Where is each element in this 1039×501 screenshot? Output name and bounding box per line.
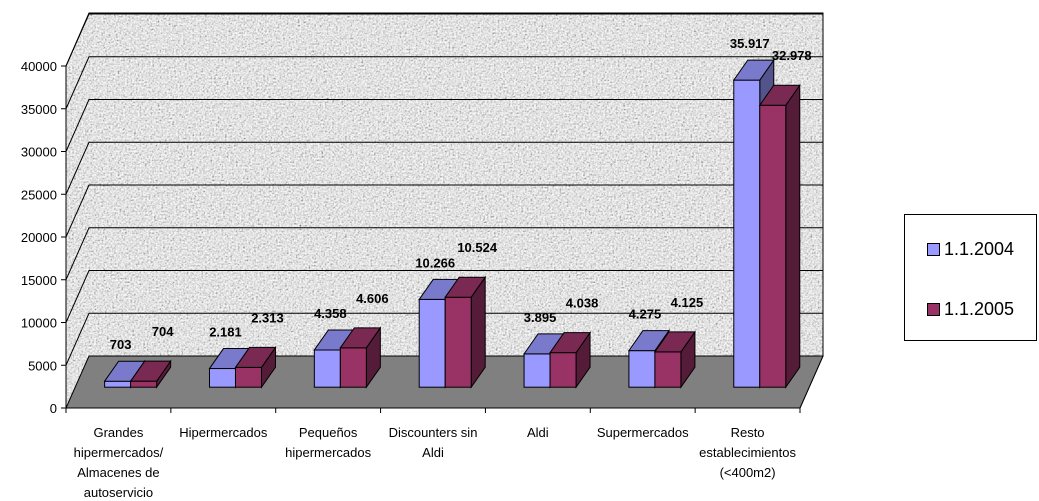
category-label-5: Aldi [527,425,549,440]
category-label-7: Resto establecimientos (<400m2) [699,425,796,480]
bar-front [759,104,787,388]
bar-2-5 [549,331,592,389]
legend-swatch-series-1 [927,242,940,256]
legend-label-series-2: 1.1.2005 [944,298,1015,319]
category-label-line: Resto [731,425,765,440]
data-label-2-2: 2.313 [251,310,284,325]
data-label-2-7: 32.978 [772,48,812,63]
bar-top [339,327,382,349]
bar-front [733,79,761,388]
category-label-4: Discounters sin Aldi [389,425,478,460]
category-label-line: Supermercados [597,425,689,440]
category-label-1: Grandes hipermercados/Almacenes de autoser… [74,425,164,500]
y-tick-label: 5000 [28,358,57,373]
bar-top [129,360,172,382]
bar-front [444,296,472,388]
bar-front [208,368,236,388]
legend-swatch-series-2 [927,302,940,316]
y-tick-labels: 0 5000 10000 15000 20000 25000 30000 35000 40000 [21,59,57,416]
bar-front [654,351,682,388]
data-label-2-4: 10.524 [457,240,498,255]
bar-front [130,380,158,388]
bar-2-7 [758,83,801,389]
gridlines [65,13,823,366]
gridline [65,141,823,195]
gridline [65,184,823,238]
category-label-line: hipermercados [285,445,371,460]
y-tick-label: 30000 [21,145,57,160]
bar-2-6 [653,330,696,389]
bar-front [234,366,262,388]
bar-top [234,346,277,368]
bar-2-1 [129,359,172,389]
bar-2-4 [444,275,487,389]
bar-front [523,353,551,388]
bar-top [653,331,696,353]
data-label-2-1: 704 [152,324,174,339]
bar-front [418,298,446,388]
bar-top [732,59,775,81]
bar-front [549,352,577,388]
data-label-2-6: 4.125 [671,295,704,310]
bar-front [339,347,367,388]
bar-top [549,332,592,354]
data-label-1-1: 703 [110,337,132,352]
category-label-3: Pequeños hipermercados [285,425,371,460]
category-label-line: Aldi [527,425,549,440]
category-label-line: autoservicio [84,485,153,500]
legend-item-series-1: 1.1.2004 [927,239,1014,259]
category-label-line: (<400m2) [720,465,776,480]
category-label-line: Grandes [93,425,143,440]
y-tick-label: 25000 [21,187,57,202]
bar-top [758,84,801,106]
gridline [65,227,823,280]
data-label-1-3: 4.358 [314,306,347,321]
data-label-1-2: 2.181 [209,325,242,340]
legend: 1.1.2004 1.1.2005 [904,214,1037,341]
bar-2-2 [234,345,277,389]
y-tick-label: 35000 [21,102,57,117]
category-label-line: Pequeños [299,425,358,440]
category-label-line: Hipermercados [179,425,268,440]
gridline [65,270,823,323]
legend-item-series-2: 1.1.2005 [927,299,1014,319]
bar-front [313,349,341,388]
y-tick-label: 20000 [21,230,57,245]
data-label-1-4: 10.266 [415,255,455,270]
data-label-1-7: 35.917 [730,36,770,51]
bar-side [785,83,801,389]
legend-label-series-1: 1.1.2004 [944,238,1015,259]
bar-2-3 [339,326,382,389]
y-tick-label: 0 [50,401,57,416]
bar-top [444,276,487,298]
bar-top [627,330,670,352]
y-tick-label: 10000 [21,316,57,331]
data-label-2-3: 4.606 [356,291,389,306]
y-tick-label: 40000 [21,59,57,74]
category-label-6: Supermercados [597,425,689,440]
category-label-line: Discounters sin [389,425,478,440]
y-tick-label: 15000 [21,273,57,288]
bar-front [104,380,132,388]
category-labels: Grandes hipermercados/Almacenes de autoser… [74,425,797,500]
data-label-1-5: 3.895 [524,310,557,325]
bar-front [628,350,656,388]
category-label-line: establecimientos [699,445,796,460]
category-label-2: Hipermercados [179,425,268,440]
data-label-1-6: 4.275 [629,307,662,322]
chart-axes [61,65,801,413]
gridline [65,56,823,109]
category-label-line: Aldi [422,445,444,460]
gridline [65,99,823,152]
gridline [65,13,823,67]
bars [103,58,801,389]
gridline [65,312,823,366]
category-label-line: hipermercados/ [74,445,164,460]
data-label-2-5: 4.038 [566,296,599,311]
category-label-line: Almacenes de [77,465,159,480]
